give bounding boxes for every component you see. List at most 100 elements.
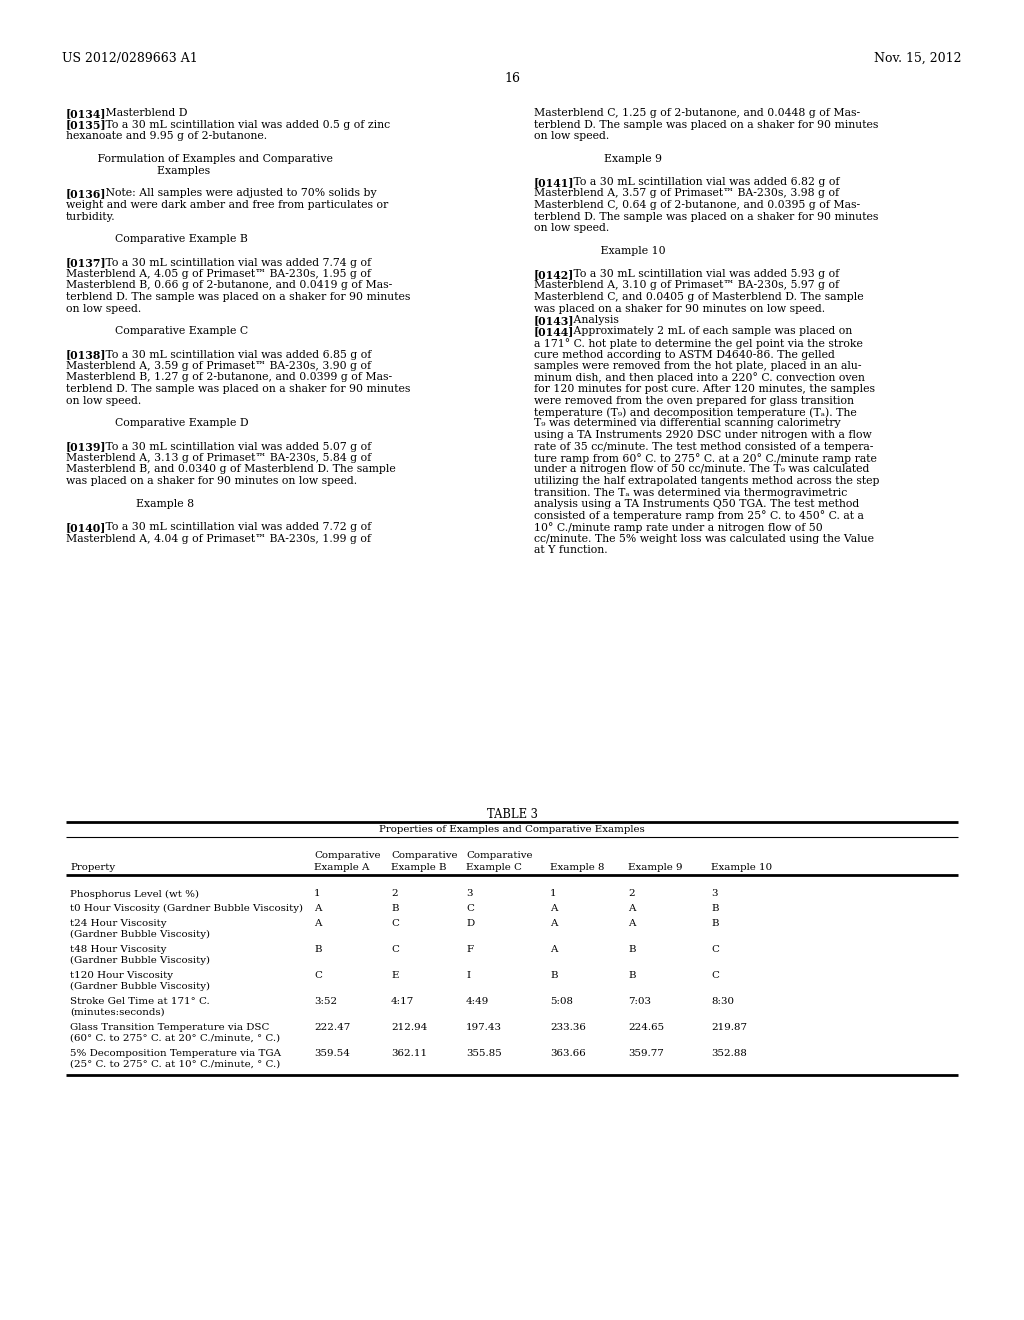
Text: Comparative: Comparative: [466, 851, 532, 861]
Text: 4:17: 4:17: [391, 997, 415, 1006]
Text: B: B: [550, 970, 557, 979]
Text: (60° C. to 275° C. at 20° C./minute, ° C.): (60° C. to 275° C. at 20° C./minute, ° C…: [70, 1034, 281, 1043]
Text: To a 30 mL scintillation vial was added 5.93 g of: To a 30 mL scintillation vial was added …: [563, 269, 840, 279]
Text: on low speed.: on low speed.: [534, 131, 609, 141]
Text: C: C: [314, 970, 322, 979]
Text: (minutes:seconds): (minutes:seconds): [70, 1008, 165, 1016]
Text: A: A: [628, 904, 635, 913]
Text: 5:08: 5:08: [550, 997, 573, 1006]
Text: C: C: [391, 919, 399, 928]
Text: Masterblend C, 1.25 g of 2-butanone, and 0.0448 g of Mas-: Masterblend C, 1.25 g of 2-butanone, and…: [534, 108, 860, 117]
Text: 352.88: 352.88: [711, 1048, 746, 1057]
Text: Example A: Example A: [314, 862, 370, 871]
Text: 212.94: 212.94: [391, 1023, 427, 1031]
Text: cure method according to ASTM D4640-86. The gelled: cure method according to ASTM D4640-86. …: [534, 350, 835, 359]
Text: [0136]: [0136]: [66, 189, 106, 199]
Text: 7:03: 7:03: [628, 997, 651, 1006]
Text: Nov. 15, 2012: Nov. 15, 2012: [874, 51, 962, 65]
Text: 10° C./minute ramp rate under a nitrogen flow of 50: 10° C./minute ramp rate under a nitrogen…: [534, 521, 822, 533]
Text: Comparative Example B: Comparative Example B: [66, 235, 248, 244]
Text: [0138]: [0138]: [66, 350, 106, 360]
Text: A: A: [628, 919, 635, 928]
Text: C: C: [466, 904, 474, 913]
Text: (25° C. to 275° C. at 10° C./minute, ° C.): (25° C. to 275° C. at 10° C./minute, ° C…: [70, 1060, 281, 1069]
Text: Phosphorus Level (wt %): Phosphorus Level (wt %): [70, 890, 199, 899]
Text: Example 10: Example 10: [534, 246, 666, 256]
Text: t48 Hour Viscosity: t48 Hour Viscosity: [70, 945, 166, 953]
Text: using a TA Instruments 2920 DSC under nitrogen with a flow: using a TA Instruments 2920 DSC under ni…: [534, 430, 871, 440]
Text: at Y function.: at Y function.: [534, 545, 607, 554]
Text: Masterblend C, 0.64 g of 2-butanone, and 0.0395 g of Mas-: Masterblend C, 0.64 g of 2-butanone, and…: [534, 201, 860, 210]
Text: F: F: [466, 945, 473, 953]
Text: Properties of Examples and Comparative Examples: Properties of Examples and Comparative E…: [379, 825, 645, 833]
Text: a 171° C. hot plate to determine the gel point via the stroke: a 171° C. hot plate to determine the gel…: [534, 338, 863, 348]
Text: 1: 1: [314, 890, 321, 899]
Text: weight and were dark amber and free from particulates or: weight and were dark amber and free from…: [66, 201, 388, 210]
Text: [0134]: [0134]: [66, 108, 106, 119]
Text: Masterblend A, 3.59 g of Primaset™ BA-230s, 3.90 g of: Masterblend A, 3.59 g of Primaset™ BA-23…: [66, 360, 371, 371]
Text: (Gardner Bubble Viscosity): (Gardner Bubble Viscosity): [70, 982, 210, 991]
Text: (Gardner Bubble Viscosity): (Gardner Bubble Viscosity): [70, 956, 210, 965]
Text: under a nitrogen flow of 50 cc/minute. The T₉ was calculated: under a nitrogen flow of 50 cc/minute. T…: [534, 465, 869, 474]
Text: utilizing the half extrapolated tangents method across the step: utilizing the half extrapolated tangents…: [534, 477, 880, 486]
Text: on low speed.: on low speed.: [534, 223, 609, 234]
Text: turbidity.: turbidity.: [66, 211, 116, 222]
Text: Example 10: Example 10: [711, 862, 772, 871]
Text: Examples: Examples: [66, 165, 210, 176]
Text: B: B: [628, 945, 636, 953]
Text: t24 Hour Viscosity: t24 Hour Viscosity: [70, 919, 167, 928]
Text: B: B: [314, 945, 322, 953]
Text: To a 30 mL scintillation vial was added 6.82 g of: To a 30 mL scintillation vial was added …: [563, 177, 840, 187]
Text: Masterblend B, 0.66 g of 2-butanone, and 0.0419 g of Mas-: Masterblend B, 0.66 g of 2-butanone, and…: [66, 281, 392, 290]
Text: [0135]: [0135]: [66, 120, 106, 131]
Text: [0140]: [0140]: [66, 521, 106, 533]
Text: 8:30: 8:30: [711, 997, 734, 1006]
Text: [0142]: [0142]: [534, 269, 574, 280]
Text: A: A: [550, 904, 557, 913]
Text: Masterblend B, 1.27 g of 2-butanone, and 0.0399 g of Mas-: Masterblend B, 1.27 g of 2-butanone, and…: [66, 372, 392, 383]
Text: cc/minute. The 5% weight loss was calculated using the Value: cc/minute. The 5% weight loss was calcul…: [534, 533, 874, 544]
Text: on low speed.: on low speed.: [66, 304, 141, 314]
Text: terblend D. The sample was placed on a shaker for 90 minutes: terblend D. The sample was placed on a s…: [534, 120, 879, 129]
Text: 3:52: 3:52: [314, 997, 337, 1006]
Text: samples were removed from the hot plate, placed in an alu-: samples were removed from the hot plate,…: [534, 360, 861, 371]
Text: Note: All samples were adjusted to 70% solids by: Note: All samples were adjusted to 70% s…: [95, 189, 377, 198]
Text: (Gardner Bubble Viscosity): (Gardner Bubble Viscosity): [70, 931, 210, 939]
Text: Approximately 2 mL of each sample was placed on: Approximately 2 mL of each sample was pl…: [563, 326, 852, 337]
Text: analysis using a TA Instruments Q50 TGA. The test method: analysis using a TA Instruments Q50 TGA.…: [534, 499, 859, 510]
Text: 197.43: 197.43: [466, 1023, 502, 1031]
Text: Example 8: Example 8: [66, 499, 195, 510]
Text: [0143]: [0143]: [534, 315, 574, 326]
Text: To a 30 mL scintillation vial was added 0.5 g of zinc: To a 30 mL scintillation vial was added …: [95, 120, 390, 129]
Text: t120 Hour Viscosity: t120 Hour Viscosity: [70, 970, 173, 979]
Text: 2: 2: [391, 890, 397, 899]
Text: 224.65: 224.65: [628, 1023, 665, 1031]
Text: 1: 1: [550, 890, 557, 899]
Text: A: A: [550, 945, 557, 953]
Text: temperature (T₉) and decomposition temperature (Tₐ). The: temperature (T₉) and decomposition tempe…: [534, 407, 857, 417]
Text: 3: 3: [466, 890, 472, 899]
Text: US 2012/0289663 A1: US 2012/0289663 A1: [62, 51, 198, 65]
Text: Comparative Example D: Comparative Example D: [66, 418, 249, 429]
Text: ture ramp from 60° C. to 275° C. at a 20° C./minute ramp rate: ture ramp from 60° C. to 275° C. at a 20…: [534, 453, 877, 463]
Text: T₉ was determined via differential scanning calorimetry: T₉ was determined via differential scann…: [534, 418, 841, 429]
Text: Example 9: Example 9: [534, 154, 662, 164]
Text: B: B: [711, 919, 719, 928]
Text: Example 8: Example 8: [550, 862, 604, 871]
Text: Masterblend B, and 0.0340 g of Masterblend D. The sample: Masterblend B, and 0.0340 g of Masterble…: [66, 465, 395, 474]
Text: TABLE 3: TABLE 3: [486, 808, 538, 821]
Text: 222.47: 222.47: [314, 1023, 350, 1031]
Text: To a 30 mL scintillation vial was added 7.72 g of: To a 30 mL scintillation vial was added …: [95, 521, 372, 532]
Text: Analysis: Analysis: [563, 315, 618, 325]
Text: D: D: [466, 919, 474, 928]
Text: Masterblend A, 3.13 g of Primaset™ BA-230s, 5.84 g of: Masterblend A, 3.13 g of Primaset™ BA-23…: [66, 453, 372, 463]
Text: 355.85: 355.85: [466, 1048, 502, 1057]
Text: 2: 2: [628, 890, 635, 899]
Text: Masterblend A, 4.05 g of Primaset™ BA-230s, 1.95 g of: Masterblend A, 4.05 g of Primaset™ BA-23…: [66, 269, 371, 279]
Text: transition. The Tₐ was determined via thermogravimetric: transition. The Tₐ was determined via th…: [534, 487, 847, 498]
Text: Masterblend D: Masterblend D: [95, 108, 187, 117]
Text: t0 Hour Viscosity (Gardner Bubble Viscosity): t0 Hour Viscosity (Gardner Bubble Viscos…: [70, 904, 303, 913]
Text: 362.11: 362.11: [391, 1048, 427, 1057]
Text: 359.77: 359.77: [628, 1048, 664, 1057]
Text: Comparative Example C: Comparative Example C: [66, 326, 248, 337]
